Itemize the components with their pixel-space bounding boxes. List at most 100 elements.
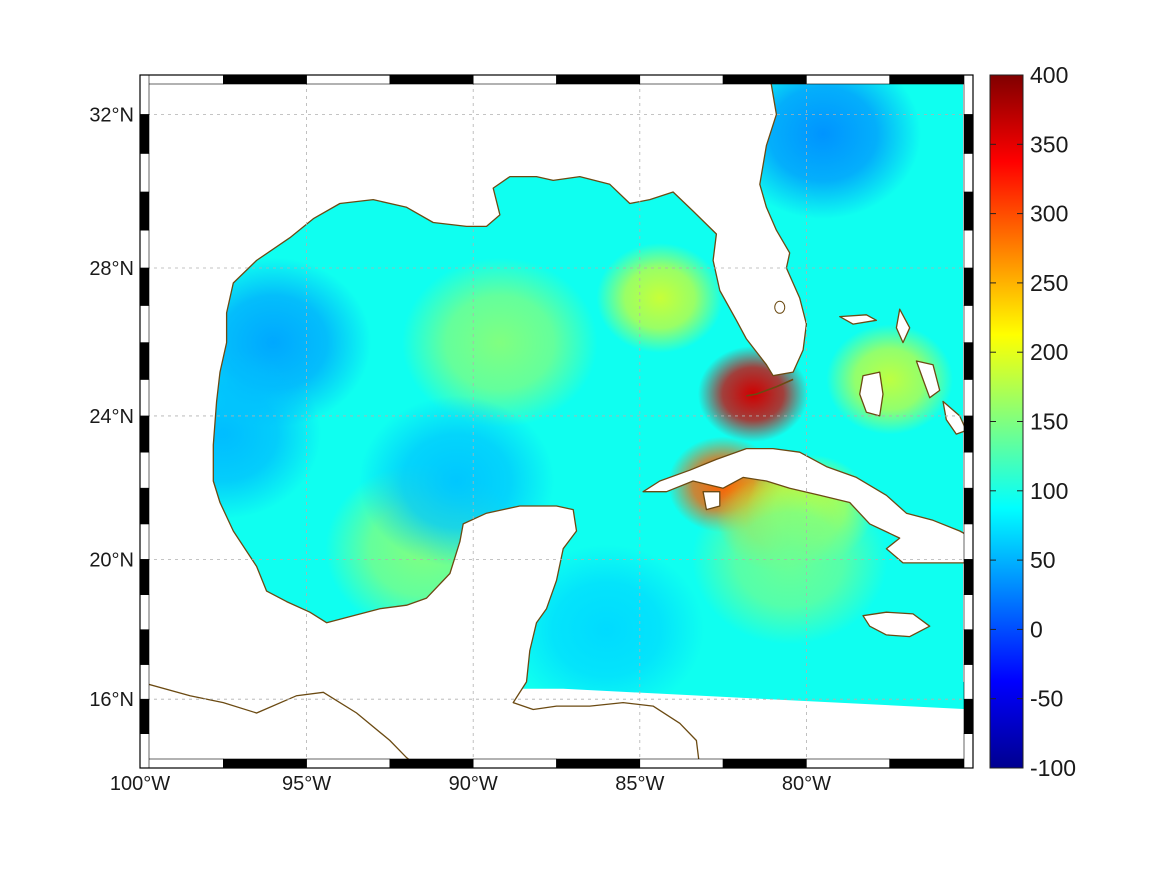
field-feature xyxy=(596,242,724,353)
lon-tick-label: 80°W xyxy=(782,773,831,795)
frame-segment xyxy=(139,664,150,700)
lat-tick-label: 20°N xyxy=(89,549,134,571)
frame-segment xyxy=(139,74,224,85)
frame-segment xyxy=(139,229,150,269)
frame-segment xyxy=(963,153,974,193)
frame-segment xyxy=(963,267,974,306)
lat-tick-label: 28°N xyxy=(89,258,134,280)
frame-segment xyxy=(963,487,974,525)
frame-segment xyxy=(306,74,391,85)
frame-segment xyxy=(139,758,224,769)
frame-segment xyxy=(963,559,974,595)
field-feature xyxy=(402,257,598,428)
island xyxy=(702,491,721,511)
frame-segment xyxy=(223,758,307,769)
frame-segment xyxy=(556,758,641,769)
lat-tick-label: 16°N xyxy=(89,689,134,711)
lat-tick-label: 24°N xyxy=(89,406,134,428)
frame-segment xyxy=(139,415,150,453)
frame-segment xyxy=(139,523,150,560)
colorbar-tick-label: -50 xyxy=(1030,686,1063,712)
island xyxy=(642,447,973,564)
frame-segment xyxy=(139,487,150,525)
colorbar-tick-label: 0 xyxy=(1030,616,1043,642)
island xyxy=(915,360,941,399)
frame-segment xyxy=(963,629,974,665)
frame-segment xyxy=(639,758,724,769)
lake-okeechobee xyxy=(774,300,786,314)
colorbar-tick-label: 150 xyxy=(1030,409,1068,435)
frame-segment xyxy=(139,267,150,306)
frame-segment xyxy=(963,415,974,453)
frame-segment xyxy=(963,305,974,343)
colorbar-tick-label: 50 xyxy=(1030,547,1056,573)
frame-segment xyxy=(139,629,150,665)
frame-segment xyxy=(963,229,974,269)
frame-segment xyxy=(963,664,974,700)
pacific-coast xyxy=(140,681,421,768)
florida-keys xyxy=(746,378,794,397)
colorbar-tick-label: 400 xyxy=(1030,62,1068,88)
frame-segment xyxy=(963,698,974,734)
colorbar-tick-label: 100 xyxy=(1030,478,1068,504)
field-feature xyxy=(691,474,888,645)
frame-segment xyxy=(806,758,891,769)
frame-segment xyxy=(963,594,974,630)
frame-segment xyxy=(963,523,974,560)
axis-labels: 32°N 28°N 24°N 20°N 16°N 100°W 95°W 90°W 85°W 80°… xyxy=(89,104,831,795)
island xyxy=(862,611,931,638)
frame-segment xyxy=(139,559,150,595)
frame-segment xyxy=(139,114,150,154)
frame-segment xyxy=(722,758,807,769)
frame-segment xyxy=(139,379,150,417)
lon-tick-label: 85°W xyxy=(615,773,664,795)
island xyxy=(839,314,878,325)
frame-segment xyxy=(556,74,641,85)
colorbar-tick-label: 250 xyxy=(1030,270,1068,296)
frame-segment xyxy=(306,758,391,769)
island xyxy=(942,400,967,435)
island xyxy=(895,308,911,344)
colorbar-tick-label: 200 xyxy=(1030,339,1068,365)
frame-segment xyxy=(139,191,150,231)
colorbar-tick-label: 350 xyxy=(1030,131,1068,157)
island xyxy=(859,371,884,417)
frame-segment xyxy=(139,342,150,380)
frame-segment xyxy=(963,342,974,380)
frame-segment xyxy=(963,191,974,231)
lon-tick-label: 95°W xyxy=(282,773,331,795)
field-feature xyxy=(826,324,953,435)
frame-segment xyxy=(963,733,974,769)
colorbar-tick-label: -100 xyxy=(1030,755,1076,781)
graticule-layer xyxy=(140,75,973,768)
colorbar: 400 350 300 250 200 150 100 50 0 -50 -100 xyxy=(989,62,1076,781)
lat-tick-label: 32°N xyxy=(89,104,134,126)
frame-segment xyxy=(223,74,307,85)
lon-tick-label: 100°W xyxy=(110,773,170,795)
frame-segment xyxy=(889,758,974,769)
frame-segment xyxy=(963,451,974,489)
frame-segment xyxy=(806,74,891,85)
colorbar-tick-label: 300 xyxy=(1030,201,1068,227)
frame-segment xyxy=(889,74,974,85)
frame-segment xyxy=(389,758,474,769)
frame-segment xyxy=(639,74,724,85)
frame-segment xyxy=(139,698,150,734)
frame-segment xyxy=(139,451,150,489)
frame-segment xyxy=(722,74,807,85)
frame-segment xyxy=(472,74,557,85)
frame-segment xyxy=(139,305,150,343)
frame-segment xyxy=(139,733,150,769)
frame-segment xyxy=(963,74,974,115)
map-frame xyxy=(139,74,974,769)
frame-segment xyxy=(963,379,974,417)
field-feature xyxy=(508,544,705,715)
frame-segment xyxy=(139,74,150,115)
lon-tick-label: 90°W xyxy=(449,773,498,795)
frame-border xyxy=(139,74,974,769)
frame-segment xyxy=(139,594,150,630)
frame-segment xyxy=(389,74,474,85)
frame-segment xyxy=(963,114,974,154)
frame-segment xyxy=(139,153,150,193)
